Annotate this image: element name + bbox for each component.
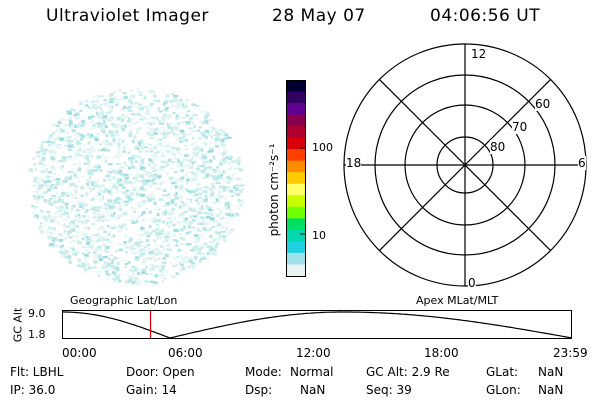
lat-label-70: 70 — [512, 120, 528, 134]
mlt-label-0: 0 — [468, 276, 476, 290]
dsp-value: NaN — [300, 383, 326, 397]
timeline-xtick-3: 18:00 — [424, 346, 459, 360]
seq-info: Seq: 39 — [366, 383, 412, 397]
lat-label-60: 60 — [535, 97, 551, 111]
colorbar-tick-10: 10 — [312, 229, 326, 242]
colorbar-tick-100: 100 — [312, 141, 333, 154]
filter-info: Flt: LBHL — [10, 365, 64, 379]
timeline-ytick-top: 9.0 — [28, 307, 46, 320]
timeline-xtick-0: 00:00 — [62, 346, 97, 360]
gain-info: Gain: 14 — [126, 383, 177, 397]
polar-plot — [343, 43, 587, 287]
time-label: 04:06:56 UT — [430, 6, 541, 26]
ip-info: IP: 36.0 — [10, 383, 56, 397]
mlt-label-18: 18 — [346, 156, 362, 170]
door-info: Door: Open — [126, 365, 195, 379]
lat-label-80: 80 — [490, 140, 506, 154]
glat-label: GLat: — [486, 365, 519, 379]
dsp-label: Dsp: — [245, 383, 273, 397]
glon-label: GLon: — [486, 383, 521, 397]
mode-label: Mode: — [245, 365, 282, 379]
mlt-label-12: 12 — [471, 47, 487, 61]
altitude-timeline[interactable] — [62, 310, 573, 340]
instrument-title: Ultraviolet Imager — [46, 6, 209, 26]
glon-value: NaN — [538, 383, 564, 397]
glat-value: NaN — [538, 365, 564, 379]
timeline-axis-label: GC Alt — [11, 307, 25, 343]
uv-image-disk — [28, 87, 247, 286]
altitude-curve — [63, 311, 573, 339]
geographic-label: Geographic Lat/Lon — [70, 294, 178, 307]
colorbar — [286, 80, 306, 277]
mode-value: Normal — [290, 365, 334, 379]
timeline-xtick-4: 23:59 — [553, 346, 588, 360]
colorbar-label: photon cm⁻²s⁻¹ — [267, 143, 281, 237]
gc-alt-info: GC Alt: 2.9 Re — [366, 365, 450, 379]
timeline-xtick-2: 12:00 — [296, 346, 331, 360]
mlt-label-6: 6 — [578, 156, 586, 170]
timeline-ytick-bottom: 1.8 — [28, 328, 46, 341]
timeline-xtick-1: 06:00 — [168, 346, 203, 360]
apex-label: Apex MLat/MLT — [416, 294, 499, 307]
date-label: 28 May 07 — [272, 6, 366, 26]
